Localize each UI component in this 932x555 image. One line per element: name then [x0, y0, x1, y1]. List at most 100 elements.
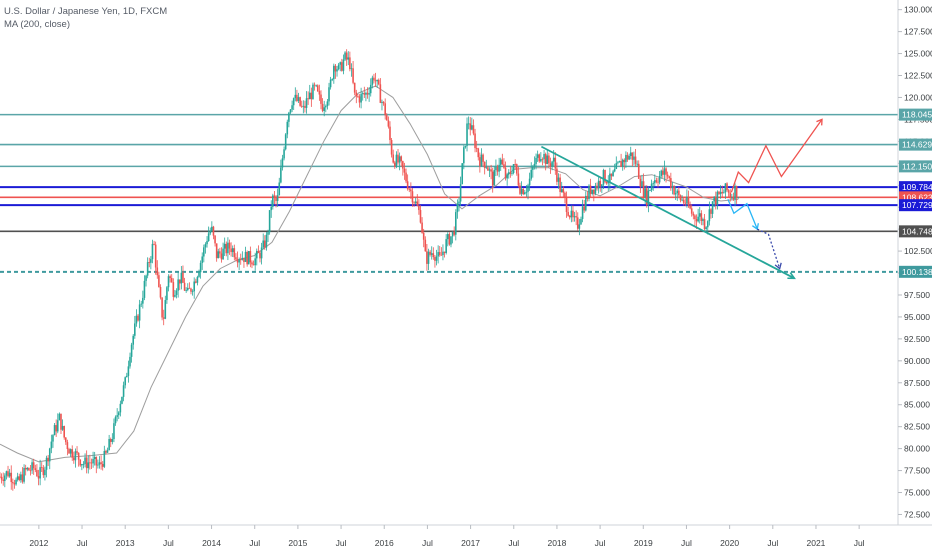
candle-body: [111, 439, 114, 442]
candle-body: [536, 154, 539, 158]
x-tick-label: Jul: [508, 538, 519, 548]
candle-body: [28, 468, 30, 471]
candle-body: [257, 250, 260, 253]
candle-body: [445, 239, 447, 253]
candle-body: [411, 191, 414, 203]
level-tag: [899, 181, 932, 194]
candle-body: [52, 435, 54, 442]
candle-body: [596, 185, 598, 189]
candle-body: [349, 57, 351, 70]
level-price-tags: 118.045 114.629 112.150 109.784108.623107.7…: [899, 108, 932, 278]
candle-body: [121, 396, 123, 404]
candle-body: [621, 159, 624, 167]
candle-body: [687, 196, 690, 206]
candle-body: [68, 449, 70, 454]
candle-body: [578, 224, 581, 229]
candle-body: [175, 290, 178, 295]
candle-body: [308, 92, 311, 100]
candle-body: [673, 186, 675, 195]
candle-body: [292, 98, 295, 106]
candle-body: [71, 449, 74, 458]
candle-body: [549, 163, 552, 167]
candle-body: [442, 251, 444, 256]
candle-body: [270, 206, 273, 211]
candle-body: [458, 201, 460, 204]
level-tag-label: 108.623: [902, 192, 932, 202]
x-tick-label: 2018: [547, 538, 566, 548]
candle-body: [652, 183, 654, 185]
candle-body: [541, 159, 544, 160]
candle-body: [719, 191, 722, 195]
candle-body: [520, 188, 523, 194]
candle-body: [647, 190, 650, 206]
candle-body: [710, 209, 712, 214]
y-tick-label: 120.000: [904, 92, 932, 102]
candle-body: [44, 469, 46, 476]
candle-body: [199, 262, 202, 273]
candle-body: [540, 159, 542, 162]
candle-body: [576, 217, 579, 229]
candle-body: [50, 441, 53, 449]
candle-body: [300, 105, 303, 107]
candle-body: [252, 264, 255, 266]
candle-body: [31, 462, 33, 471]
candle-body: [694, 215, 696, 220]
x-tick-label: Jul: [249, 538, 260, 548]
candle-body: [477, 148, 480, 158]
candle-body: [7, 471, 9, 477]
candle-body: [724, 183, 727, 193]
candle-body: [519, 185, 521, 194]
candle-body: [251, 262, 253, 265]
candle-body: [154, 244, 157, 268]
candle-body: [666, 174, 669, 177]
candle-body: [32, 462, 35, 469]
x-tick-label: Jul: [77, 538, 88, 548]
candle-body: [435, 256, 438, 261]
candle-body: [307, 98, 309, 100]
projection-arrowhead: [751, 223, 759, 231]
level-tag-label: 104.748: [902, 226, 932, 236]
candle-body: [8, 472, 11, 477]
candle-body: [324, 106, 327, 108]
level-tag: [899, 138, 932, 151]
x-axis[interactable]: 2012 Jul 2013 Jul 2014 Jul 2015 Jul 2016 Jul 2017 J…: [29, 525, 865, 548]
candle-body: [511, 172, 513, 174]
candle-body: [15, 479, 17, 485]
candle-body: [660, 170, 663, 176]
candle-body: [286, 121, 289, 135]
y-tick-label: 95.000: [904, 312, 930, 322]
candle-body: [607, 182, 610, 184]
candle-body: [0, 476, 1, 478]
candle-body: [448, 234, 451, 245]
candle-body: [454, 212, 457, 235]
candle-body: [398, 156, 401, 163]
candle-body: [278, 182, 281, 196]
candle-body: [695, 219, 698, 222]
candle-body: [432, 253, 435, 258]
candle-body: [119, 403, 122, 413]
candle-body: [53, 425, 56, 436]
candle-body: [613, 169, 616, 172]
candle-body: [515, 164, 518, 174]
candle-body: [588, 185, 590, 199]
candle-body: [684, 202, 687, 204]
candle-body: [333, 65, 335, 80]
candle-body: [708, 209, 711, 222]
candle-body: [336, 69, 338, 72]
candle-body: [92, 458, 94, 464]
candle-body: [469, 123, 472, 130]
candle-body: [358, 96, 361, 103]
y-tick-label: 92.500: [904, 334, 930, 344]
candle-body: [164, 300, 167, 319]
candle-body: [0, 476, 3, 480]
candle-body: [357, 96, 359, 98]
candle-body: [108, 439, 110, 451]
indicator-label[interactable]: MA (200, close): [4, 19, 70, 30]
chart-title[interactable]: U.S. Dollar / Japanese Yen, 1D, FXCM: [4, 6, 168, 17]
candle-body: [227, 242, 229, 254]
candle-body: [463, 147, 465, 164]
candle-body: [106, 450, 109, 453]
candle-body: [676, 190, 679, 194]
